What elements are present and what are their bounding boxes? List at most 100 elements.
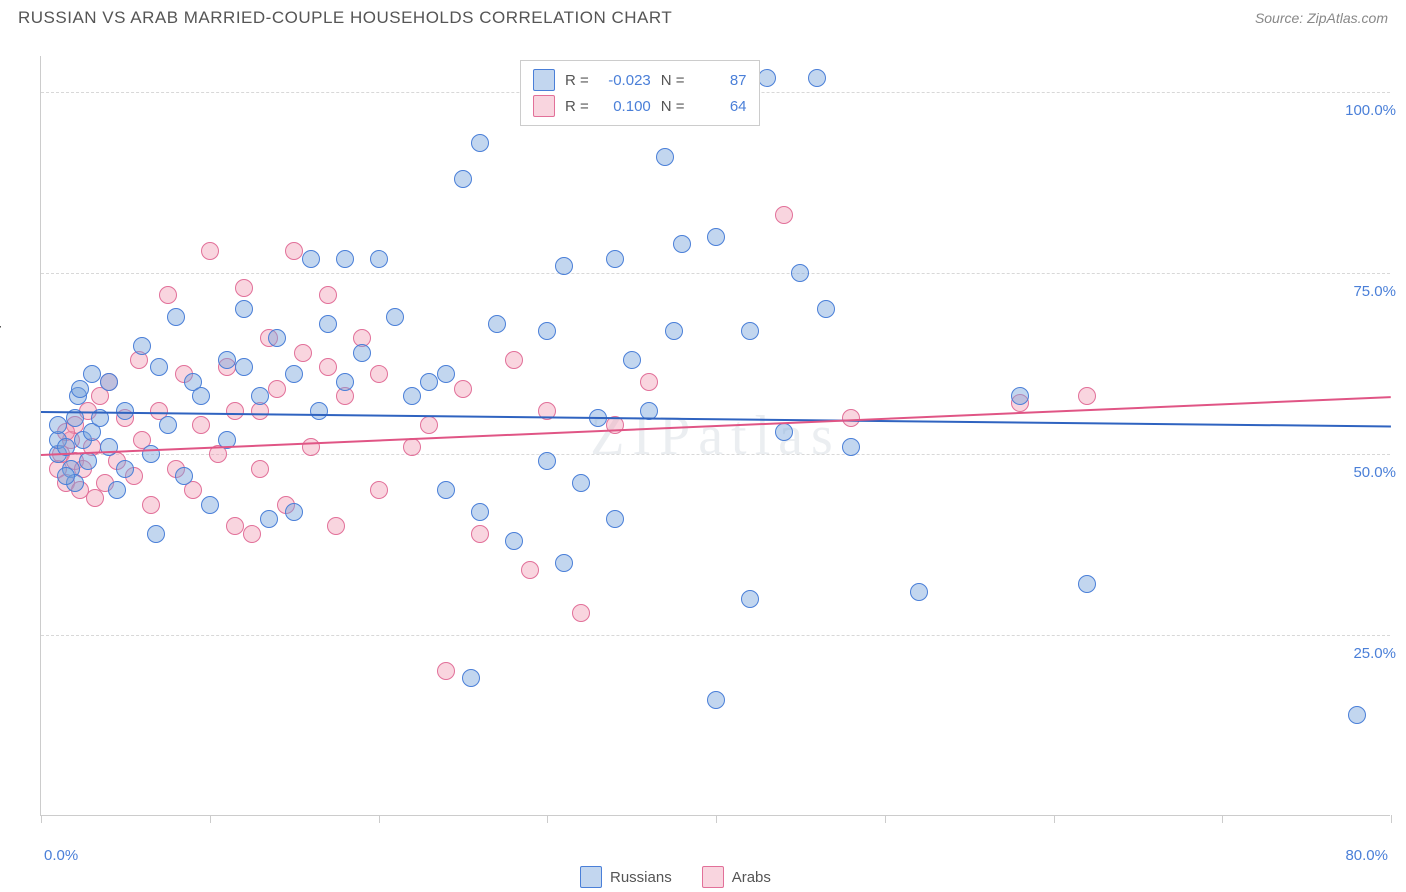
scatter-point-russians: [538, 322, 556, 340]
x-tick: [379, 815, 380, 823]
scatter-point-russians: [420, 373, 438, 391]
scatter-point-russians: [285, 365, 303, 383]
scatter-point-arabs: [268, 380, 286, 398]
scatter-point-arabs: [420, 416, 438, 434]
watermark-text: ZIPatlas: [590, 404, 841, 468]
scatter-point-russians: [336, 373, 354, 391]
scatter-point-russians: [133, 337, 151, 355]
scatter-point-russians: [791, 264, 809, 282]
y-axis-label: Married-couple Households: [0, 225, 2, 408]
plot-area: ZIPatlas 25.0%50.0%75.0%100.0%: [40, 56, 1390, 816]
n-value-arabs: 64: [695, 98, 747, 115]
scatter-point-arabs: [454, 380, 472, 398]
scatter-point-russians: [285, 503, 303, 521]
r-label: R =: [565, 98, 589, 115]
scatter-point-russians: [437, 365, 455, 383]
scatter-point-arabs: [1078, 387, 1096, 405]
legend-item-arabs: Arabs: [702, 866, 771, 888]
scatter-point-russians: [842, 438, 860, 456]
scatter-point-russians: [260, 510, 278, 528]
scatter-point-russians: [555, 554, 573, 572]
legend-label-russians: Russians: [610, 869, 672, 886]
scatter-point-russians: [116, 402, 134, 420]
scatter-point-arabs: [437, 662, 455, 680]
legend-label-arabs: Arabs: [732, 869, 771, 886]
swatch-russians: [533, 69, 555, 91]
scatter-point-russians: [100, 373, 118, 391]
scatter-point-russians: [79, 452, 97, 470]
scatter-point-arabs: [327, 517, 345, 535]
chart-header: RUSSIAN VS ARAB MARRIED-COUPLE HOUSEHOLD…: [0, 0, 1406, 32]
scatter-point-arabs: [226, 402, 244, 420]
scatter-point-arabs: [572, 604, 590, 622]
scatter-point-arabs: [201, 242, 219, 260]
x-tick: [1222, 815, 1223, 823]
scatter-point-russians: [57, 467, 75, 485]
scatter-point-arabs: [775, 206, 793, 224]
scatter-point-arabs: [251, 460, 269, 478]
scatter-point-russians: [673, 235, 691, 253]
scatter-point-russians: [235, 300, 253, 318]
scatter-point-russians: [656, 148, 674, 166]
scatter-point-arabs: [471, 525, 489, 543]
scatter-point-russians: [741, 322, 759, 340]
scatter-point-arabs: [235, 279, 253, 297]
scatter-point-russians: [606, 250, 624, 268]
swatch-arabs: [533, 95, 555, 117]
y-tick-label: 75.0%: [1353, 283, 1396, 300]
scatter-point-russians: [142, 445, 160, 463]
x-tick: [547, 815, 548, 823]
scatter-point-russians: [808, 69, 826, 87]
scatter-point-russians: [302, 250, 320, 268]
scatter-point-russians: [665, 322, 683, 340]
scatter-point-arabs: [319, 286, 337, 304]
scatter-point-russians: [83, 365, 101, 383]
scatter-point-russians: [386, 308, 404, 326]
r-value-russians: -0.023: [599, 72, 651, 89]
legend-row-arabs: R = 0.100 N = 64: [533, 93, 747, 119]
r-value-arabs: 0.100: [599, 98, 651, 115]
n-label: N =: [661, 72, 685, 89]
scatter-point-russians: [336, 250, 354, 268]
x-left-label: 0.0%: [44, 847, 78, 864]
x-tick: [716, 815, 717, 823]
scatter-point-russians: [71, 380, 89, 398]
scatter-point-russians: [175, 467, 193, 485]
scatter-point-russians: [707, 228, 725, 246]
scatter-point-russians: [538, 452, 556, 470]
trend-line-arabs: [41, 396, 1391, 456]
scatter-point-russians: [370, 250, 388, 268]
statistics-legend: R = -0.023 N = 87 R = 0.100 N = 64: [520, 60, 760, 126]
scatter-point-arabs: [640, 373, 658, 391]
scatter-point-arabs: [302, 438, 320, 456]
scatter-point-russians: [235, 358, 253, 376]
scatter-point-russians: [218, 351, 236, 369]
scatter-point-arabs: [370, 365, 388, 383]
scatter-point-russians: [505, 532, 523, 550]
scatter-point-russians: [268, 329, 286, 347]
scatter-point-arabs: [403, 438, 421, 456]
x-tick: [1391, 815, 1392, 823]
x-tick: [1054, 815, 1055, 823]
scatter-point-russians: [623, 351, 641, 369]
swatch-arabs-icon: [702, 866, 724, 888]
scatter-point-arabs: [159, 286, 177, 304]
x-tick: [210, 815, 211, 823]
scatter-point-russians: [201, 496, 219, 514]
n-value-russians: 87: [695, 72, 747, 89]
scatter-point-russians: [817, 300, 835, 318]
y-tick-label: 50.0%: [1353, 464, 1396, 481]
grid-line: [41, 635, 1390, 636]
scatter-point-arabs: [142, 496, 160, 514]
scatter-point-russians: [758, 69, 776, 87]
scatter-point-arabs: [226, 517, 244, 535]
scatter-point-russians: [108, 481, 126, 499]
scatter-point-arabs: [243, 525, 261, 543]
scatter-point-arabs: [192, 416, 210, 434]
scatter-point-russians: [606, 510, 624, 528]
scatter-point-arabs: [505, 351, 523, 369]
scatter-point-russians: [488, 315, 506, 333]
scatter-point-arabs: [319, 358, 337, 376]
scatter-point-russians: [1348, 706, 1366, 724]
scatter-point-arabs: [521, 561, 539, 579]
